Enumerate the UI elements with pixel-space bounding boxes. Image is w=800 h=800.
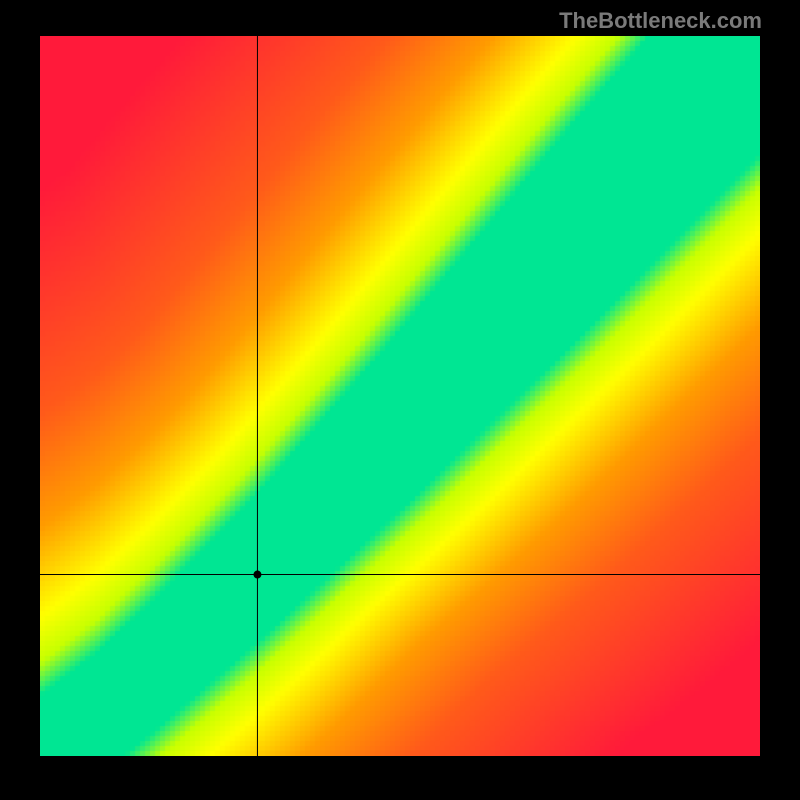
watermark-text: TheBottleneck.com bbox=[559, 8, 762, 34]
heatmap-canvas bbox=[40, 36, 760, 756]
bottleneck-heatmap bbox=[40, 36, 760, 756]
